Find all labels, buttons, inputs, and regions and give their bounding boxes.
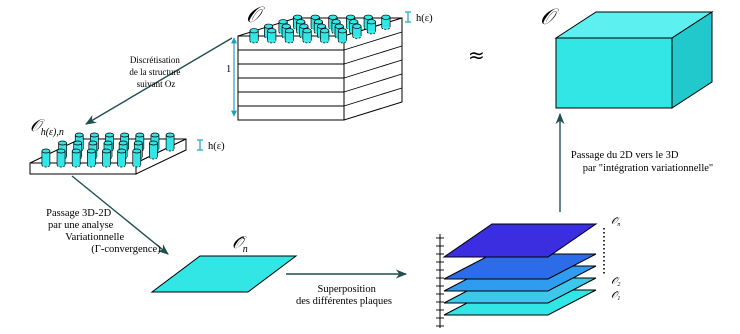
fiber bbox=[102, 148, 111, 168]
plate-fibers bbox=[41, 132, 175, 168]
fiber bbox=[165, 132, 175, 152]
fiber bbox=[352, 23, 362, 39]
arrow-3d-2d bbox=[71, 175, 169, 255]
fiber bbox=[71, 148, 81, 168]
stack-label-2: 𝒪̂2 bbox=[611, 276, 620, 288]
approx-symbol: ≈ bbox=[468, 43, 485, 67]
domain-label-right: 𝒪 bbox=[540, 4, 559, 29]
fiber bbox=[249, 28, 259, 44]
thickness-label-top: h(ε) bbox=[416, 13, 433, 24]
fiber bbox=[56, 148, 66, 168]
layer-line-side bbox=[343, 45, 403, 65]
fiber bbox=[132, 148, 142, 168]
fiber bbox=[366, 19, 376, 35]
stack-plate-4 bbox=[443, 253, 597, 280]
fiber bbox=[149, 140, 158, 160]
height-label: 1 bbox=[226, 64, 231, 75]
homogenized-cube bbox=[554, 11, 714, 109]
fiber bbox=[86, 148, 96, 168]
domain-label-top: 𝒪 bbox=[246, 2, 265, 27]
limit-domain-label: 𝒪̂n bbox=[232, 233, 248, 255]
plate-stack bbox=[436, 223, 605, 328]
fiber bbox=[381, 14, 391, 30]
stack-axis-ticks bbox=[436, 237, 444, 327]
layer-line-side bbox=[343, 59, 403, 79]
fiber bbox=[337, 28, 347, 44]
stack-label-top: 𝒪̂n bbox=[611, 216, 620, 228]
limit-2d-domain bbox=[150, 255, 298, 293]
fiber bbox=[267, 28, 277, 44]
block-fibers bbox=[249, 14, 391, 44]
fiber bbox=[320, 28, 330, 44]
discretisation-text: Discrétisation de la structure suivant O… bbox=[129, 55, 182, 89]
fiber bbox=[302, 28, 312, 44]
passage-3d-2d-text: Passage 3D-2D par une analyse Variationn… bbox=[46, 208, 161, 255]
fiber bbox=[117, 148, 126, 168]
thickness-label-plate: h(ε) bbox=[208, 141, 225, 152]
layer-line-side bbox=[343, 73, 403, 93]
fiber bbox=[41, 148, 51, 168]
arrow-discretisation bbox=[85, 37, 233, 125]
passage-2d-3d-text: Passage du 2D vers le 3D par "intégratio… bbox=[571, 150, 713, 174]
layered-block bbox=[231, 11, 411, 121]
layer-line-side bbox=[343, 31, 403, 51]
stack-plate-top bbox=[442, 223, 598, 258]
stack-label-1: 𝒪̂1 bbox=[611, 290, 620, 302]
fiber bbox=[284, 28, 294, 44]
superposition-text: Superposition des différentes plaques bbox=[296, 284, 392, 307]
layer-line-side bbox=[343, 87, 403, 107]
thin-plate bbox=[29, 132, 203, 175]
plate-label: 𝒪h(ε),n bbox=[30, 116, 64, 138]
block-layer-lines bbox=[238, 31, 403, 107]
